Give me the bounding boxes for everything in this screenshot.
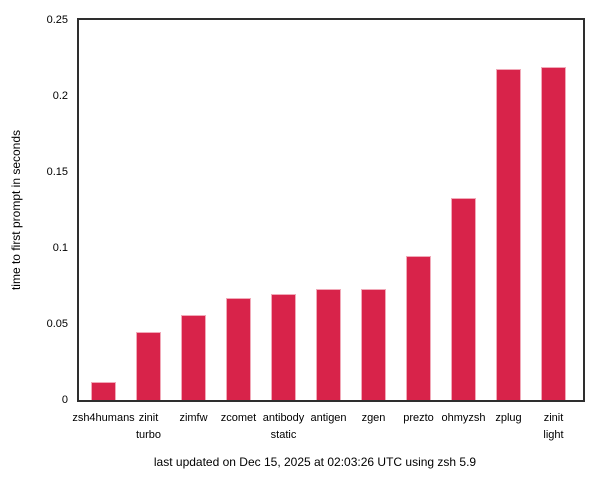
- bar-zcomet: [226, 298, 251, 400]
- bar-zplug: [496, 68, 521, 400]
- x-tick-label-zinit-light: zinit light: [509, 410, 599, 444]
- x-tick-label-zimfw: zimfw: [149, 410, 239, 427]
- x-tick-label-line: antigen: [310, 412, 347, 424]
- x-tick-label-antibody-static: antibody static: [239, 410, 329, 444]
- y-tick-label: 0.2: [52, 90, 68, 102]
- x-tick-label-ohmyzsh: ohmyzsh: [419, 410, 509, 427]
- x-tick-label-zinit-turbo: zinit turbo: [104, 410, 194, 444]
- chart-caption: last updated on Dec 15, 2025 at 02:03:26…: [153, 455, 477, 469]
- bar-zgen: [361, 289, 386, 400]
- bar-zimfw: [181, 314, 206, 400]
- x-tick-label-line: static: [270, 429, 297, 441]
- y-tick-label: 0: [61, 394, 68, 406]
- x-tick-label-line: light: [543, 429, 564, 441]
- plot-area: [77, 18, 585, 402]
- x-tick-label-antigen: antigen: [284, 410, 374, 427]
- x-tick-label-line: zinit: [543, 412, 564, 424]
- bar-zinit-light: [541, 67, 566, 400]
- y-tick-label: 0.25: [46, 14, 68, 26]
- bar-ohmyzsh: [451, 197, 476, 400]
- x-tick-label-zcomet: zcomet: [194, 410, 284, 427]
- x-tick-label-zgen: zgen: [329, 410, 419, 427]
- x-tick-label-line: zcomet: [220, 412, 257, 424]
- y-axis-label: time to first prompt in seconds: [9, 129, 23, 291]
- bar-zinit-turbo: [136, 331, 161, 400]
- x-tick-label-line: ohmyzsh: [441, 412, 486, 424]
- x-tick-label-line: zimfw: [179, 412, 208, 424]
- y-tick-label: 0.1: [52, 242, 68, 254]
- x-tick-label-line: turbo: [135, 429, 162, 441]
- x-tick-label-prezto: prezto: [374, 410, 464, 427]
- x-tick-label-line: zinit: [138, 412, 159, 424]
- bar-antigen: [316, 289, 341, 400]
- x-tick-label-zsh4humans: zsh4humans: [59, 410, 149, 427]
- x-tick-label-line: prezto: [403, 412, 434, 424]
- bar-antibody-static: [271, 293, 296, 400]
- y-tick-label: 0.05: [46, 318, 68, 330]
- bar-prezto: [406, 255, 431, 400]
- x-tick-label-line: zgen: [361, 412, 386, 424]
- x-tick-label-line: antibody: [262, 412, 305, 424]
- x-tick-label-zplug: zplug: [464, 410, 554, 427]
- bar-zsh4humans: [91, 381, 116, 400]
- x-tick-label-line: zsh4humans: [72, 412, 135, 424]
- y-tick-label: 0.15: [46, 166, 68, 178]
- x-tick-label-line: zplug: [495, 412, 522, 424]
